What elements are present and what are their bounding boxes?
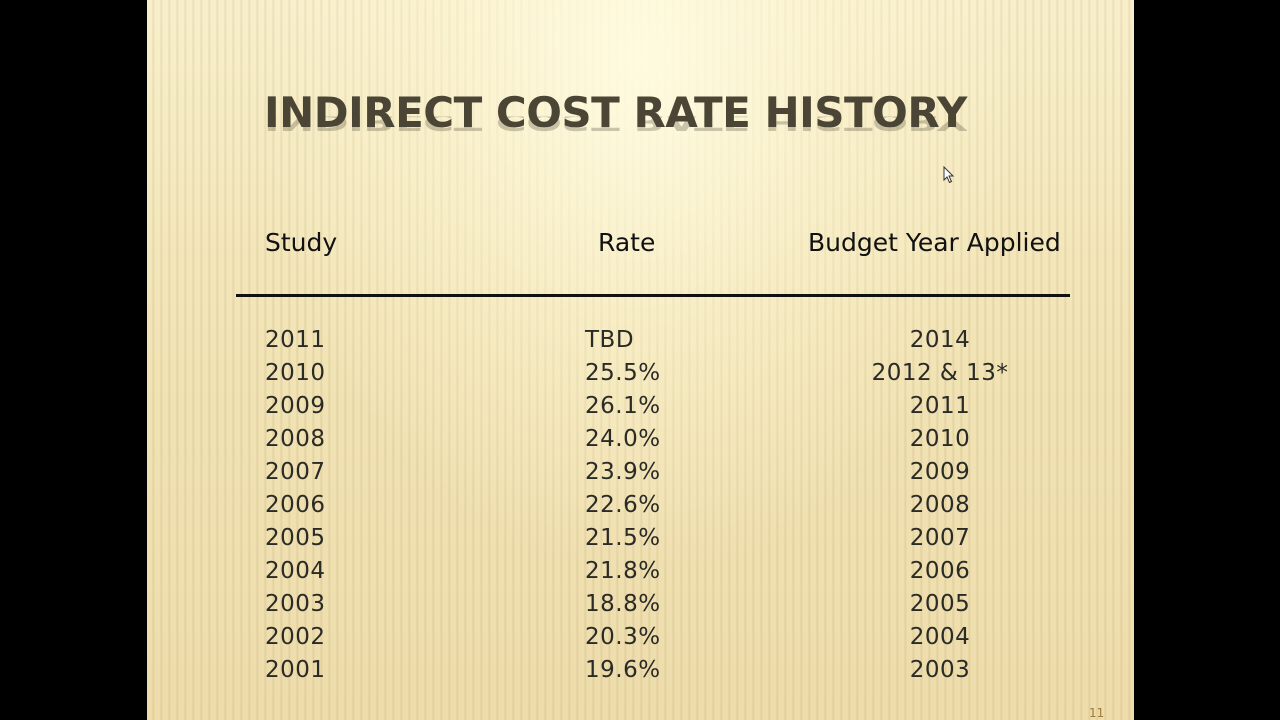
cell-study: 2004 bbox=[265, 558, 326, 584]
rate-table: 2011 TBD 2014 2010 25.5% 2012 & 13* 2009… bbox=[147, 327, 1134, 690]
column-header-study: Study bbox=[265, 228, 338, 257]
cell-rate: 26.1% bbox=[585, 393, 661, 419]
mouse-pointer-icon bbox=[943, 166, 955, 184]
cell-study: 2003 bbox=[265, 591, 326, 617]
cell-study: 2001 bbox=[265, 657, 326, 683]
table-row: 2004 21.8% 2006 bbox=[265, 558, 971, 584]
cell-rate: 18.8% bbox=[585, 591, 661, 617]
cell-rate: 19.6% bbox=[585, 657, 661, 683]
slide: INDIRECT COST RATE HISTORY INDIRECT COST… bbox=[147, 0, 1134, 720]
cell-rate: TBD bbox=[585, 327, 635, 353]
cell-rate: 21.5% bbox=[585, 525, 661, 551]
table-row: 2005 21.5% 2007 bbox=[265, 525, 971, 551]
table-row: 2008 24.0% 2010 bbox=[265, 426, 971, 452]
cell-rate: 21.8% bbox=[585, 558, 661, 584]
cell-study: 2007 bbox=[265, 459, 326, 485]
cell-study: 2011 bbox=[265, 327, 326, 353]
cell-rate: 24.0% bbox=[585, 426, 661, 452]
cell-rate: 22.6% bbox=[585, 492, 661, 518]
table-row: 2006 22.6% 2008 bbox=[265, 492, 971, 518]
table-row: 2011 TBD 2014 bbox=[265, 327, 971, 353]
cell-rate: 25.5% bbox=[585, 360, 661, 386]
column-header-rate: Rate bbox=[598, 228, 656, 257]
cell-study: 2002 bbox=[265, 624, 326, 650]
table-row: 2003 18.8% 2005 bbox=[265, 591, 971, 617]
cell-study: 2005 bbox=[265, 525, 326, 551]
cell-study: 2008 bbox=[265, 426, 326, 452]
table-row: 2010 25.5% 2012 & 13* bbox=[265, 360, 1009, 386]
table-row: 2002 20.3% 2004 bbox=[265, 624, 971, 650]
slide-number: 11 bbox=[1089, 706, 1105, 720]
cell-study: 2009 bbox=[265, 393, 326, 419]
cell-rate: 23.9% bbox=[585, 459, 661, 485]
column-header-budget-year: Budget Year Applied bbox=[808, 228, 1061, 257]
cell-study: 2006 bbox=[265, 492, 326, 518]
table-row: 2009 26.1% 2011 bbox=[265, 393, 971, 419]
slide-title: INDIRECT COST RATE HISTORY bbox=[264, 88, 967, 137]
header-divider bbox=[236, 294, 1070, 297]
table-row: 2001 19.6% 2003 bbox=[265, 657, 971, 683]
cell-rate: 20.3% bbox=[585, 624, 661, 650]
table-row: 2007 23.9% 2009 bbox=[265, 459, 971, 485]
cell-study: 2010 bbox=[265, 360, 326, 386]
slide-title-reflection: INDIRECT COST RATE HISTORY bbox=[264, 116, 967, 134]
